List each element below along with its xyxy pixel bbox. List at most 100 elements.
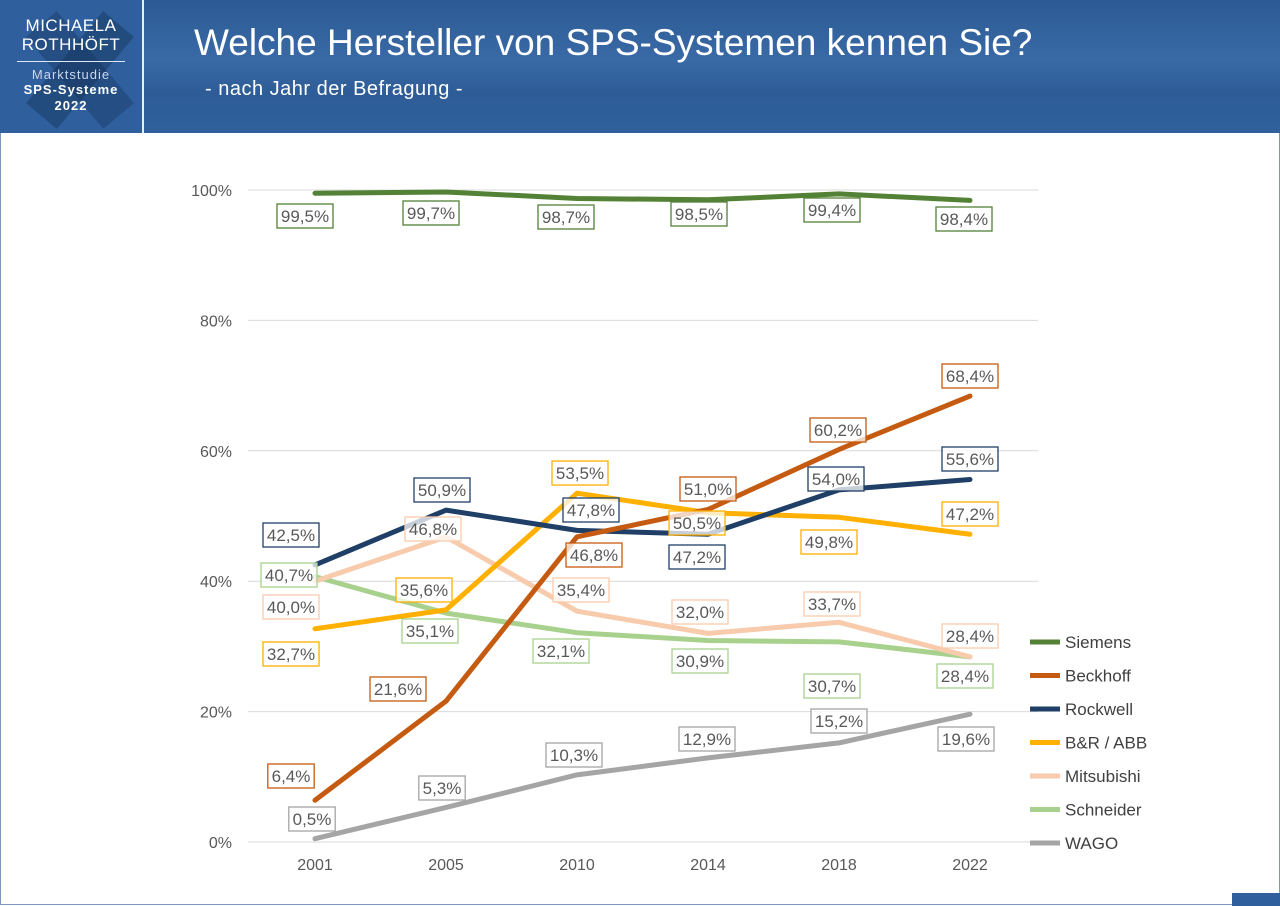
- x-tick-label: 2001: [297, 857, 333, 874]
- data-label-box: [671, 648, 729, 674]
- data-label: 98,5%: [675, 205, 723, 224]
- data-label: 50,9%: [418, 481, 466, 500]
- series-line-siemens: [312, 189, 973, 203]
- data-label-box: [800, 529, 858, 555]
- data-label-box: [809, 417, 867, 443]
- data-label-box: [276, 203, 334, 229]
- data-label-box: [418, 775, 466, 801]
- series-line-b-r-abb: [312, 490, 973, 632]
- header-banner: MICHAELA ROTHHÖFT Marktstudie SPS-Systeme…: [0, 0, 1280, 133]
- data-label-box: [404, 516, 462, 542]
- data-label-box: [941, 363, 999, 389]
- data-label: 47,8%: [567, 501, 615, 520]
- logo-name-last: ROTHHÖFT: [21, 35, 121, 54]
- data-label: 49,8%: [805, 533, 853, 552]
- data-label: 32,0%: [676, 603, 724, 622]
- data-label: 33,7%: [808, 595, 856, 614]
- data-label-box: [668, 544, 726, 570]
- data-label-box: [551, 460, 609, 486]
- data-label-box: [262, 594, 320, 620]
- divider: [142, 0, 144, 133]
- data-label-box: [395, 577, 453, 603]
- data-label-box: [941, 501, 999, 527]
- data-label-box: [668, 510, 726, 536]
- data-label-box: [803, 673, 861, 699]
- data-label-box: [402, 200, 460, 226]
- data-label-box: [260, 562, 318, 588]
- series-line-schneider: [312, 574, 973, 660]
- y-tick-label: 60%: [200, 444, 232, 461]
- data-label-box: [552, 577, 610, 603]
- data-label-box: [401, 618, 459, 644]
- logo-topic: SPS-Systeme: [23, 82, 119, 97]
- data-label: 55,6%: [946, 450, 994, 469]
- data-label: 12,9%: [683, 730, 731, 749]
- data-label: 47,2%: [946, 505, 994, 524]
- data-label-box: [678, 726, 736, 752]
- data-label-box: [935, 206, 993, 232]
- data-label: 19,6%: [942, 730, 990, 749]
- data-label: 99,7%: [407, 204, 455, 223]
- logo-name: MICHAELA ROTHHÖFT: [0, 16, 142, 54]
- data-label: 6,4%: [272, 767, 311, 786]
- data-label: 54,0%: [812, 470, 860, 489]
- data-label-box: [562, 497, 620, 523]
- legend-label: Mitsubishi: [1065, 767, 1141, 786]
- data-label: 21,6%: [374, 680, 422, 699]
- data-label-box: [937, 726, 995, 752]
- y-tick-label: 40%: [200, 574, 232, 591]
- data-label: 53,5%: [556, 464, 604, 483]
- page-subtitle: - nach Jahr der Befragung -: [205, 78, 464, 100]
- data-label: 35,4%: [557, 581, 605, 600]
- data-label-box: [369, 676, 427, 702]
- data-label-box: [413, 477, 471, 503]
- data-label: 46,8%: [409, 520, 457, 539]
- data-label-box: [262, 641, 320, 667]
- y-tick-label: 20%: [200, 705, 232, 722]
- legend-label: B&R / ABB: [1065, 734, 1147, 753]
- data-label: 40,7%: [265, 566, 313, 585]
- data-label-box: [941, 446, 999, 472]
- x-tick-label: 2022: [952, 857, 988, 874]
- data-label-box: [267, 763, 315, 789]
- y-tick-label: 80%: [200, 313, 232, 330]
- data-label-box: [545, 742, 603, 768]
- data-label-box: [807, 466, 865, 492]
- logo-name-first: MICHAELA: [25, 16, 117, 35]
- legend-label: Rockwell: [1065, 700, 1133, 719]
- y-tick-label: 100%: [191, 183, 232, 200]
- logo-study: Marktstudie: [31, 67, 111, 82]
- data-label: 30,9%: [676, 652, 724, 671]
- x-tick-label: 2014: [690, 857, 726, 874]
- data-label: 32,7%: [267, 645, 315, 664]
- data-label-box: [262, 522, 320, 548]
- data-label-box: [537, 204, 595, 230]
- data-label: 60,2%: [814, 421, 862, 440]
- data-label: 98,4%: [940, 210, 988, 229]
- data-label: 99,5%: [281, 207, 329, 226]
- data-label: 68,4%: [946, 367, 994, 386]
- corner-accent: [1232, 893, 1280, 906]
- data-label: 50,5%: [673, 514, 721, 533]
- x-tick-label: 2018: [821, 857, 857, 874]
- data-label-box: [803, 591, 861, 617]
- data-label-box: [532, 638, 590, 664]
- data-label-box: [288, 806, 336, 832]
- legend-label: Beckhoff: [1065, 667, 1131, 686]
- data-label: 0,5%: [293, 810, 332, 829]
- data-label: 15,2%: [815, 712, 863, 731]
- data-label: 99,4%: [808, 201, 856, 220]
- data-label-box: [671, 599, 729, 625]
- data-label-box: [936, 663, 994, 689]
- data-label: 46,8%: [570, 546, 618, 565]
- data-label-box: [941, 623, 999, 649]
- data-label: 35,1%: [406, 622, 454, 641]
- legend-label: WAGO: [1065, 834, 1118, 853]
- data-label: 98,7%: [542, 208, 590, 227]
- series-line-wago: [312, 711, 973, 842]
- data-label: 28,4%: [941, 667, 989, 686]
- data-label: 5,3%: [423, 779, 462, 798]
- data-label-box: [670, 201, 728, 227]
- data-label: 42,5%: [267, 526, 315, 545]
